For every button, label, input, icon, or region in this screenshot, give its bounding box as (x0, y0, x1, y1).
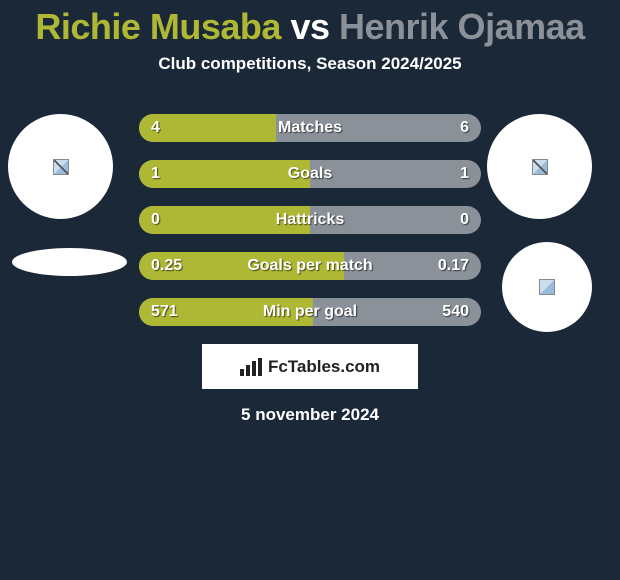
stat-label: Matches (139, 114, 481, 142)
player1-name: Richie Musaba (35, 6, 281, 47)
logo-text: FcTables.com (268, 357, 380, 377)
stat-row: 4Matches6 (139, 114, 481, 142)
date-text: 5 november 2024 (0, 405, 620, 425)
stat-row: 571Min per goal540 (139, 298, 481, 326)
stat-label: Goals per match (139, 252, 481, 280)
player1-club-logo (12, 248, 127, 276)
subtitle: Club competitions, Season 2024/2025 (0, 54, 620, 74)
stat-value-right: 0 (460, 206, 469, 234)
stat-label: Hattricks (139, 206, 481, 234)
stat-value-right: 6 (460, 114, 469, 142)
stat-row: 0.25Goals per match0.17 (139, 252, 481, 280)
stat-label: Goals (139, 160, 481, 188)
player2-avatar (487, 114, 592, 219)
stat-bars: 4Matches6 1Goals1 0Hattricks0 0.25Goals per… (139, 114, 481, 326)
stat-row: 0Hattricks0 (139, 206, 481, 234)
image-placeholder-icon (539, 279, 555, 295)
stat-value-right: 540 (442, 298, 469, 326)
player1-avatar (8, 114, 113, 219)
comparison-content: 4Matches6 1Goals1 0Hattricks0 0.25Goals per… (0, 114, 620, 425)
stat-value-right: 1 (460, 160, 469, 188)
player2-name: Henrik Ojamaa (339, 6, 585, 47)
vs-text: vs (290, 6, 329, 47)
stat-label: Min per goal (139, 298, 481, 326)
stat-row: 1Goals1 (139, 160, 481, 188)
image-placeholder-icon (53, 159, 69, 175)
image-placeholder-icon (532, 159, 548, 175)
player2-club-logo (502, 242, 592, 332)
bar-chart-icon (240, 358, 262, 376)
comparison-title: Richie Musaba vs Henrik Ojamaa (0, 0, 620, 48)
stat-value-right: 0.17 (438, 252, 469, 280)
fctables-logo: FcTables.com (202, 344, 418, 389)
